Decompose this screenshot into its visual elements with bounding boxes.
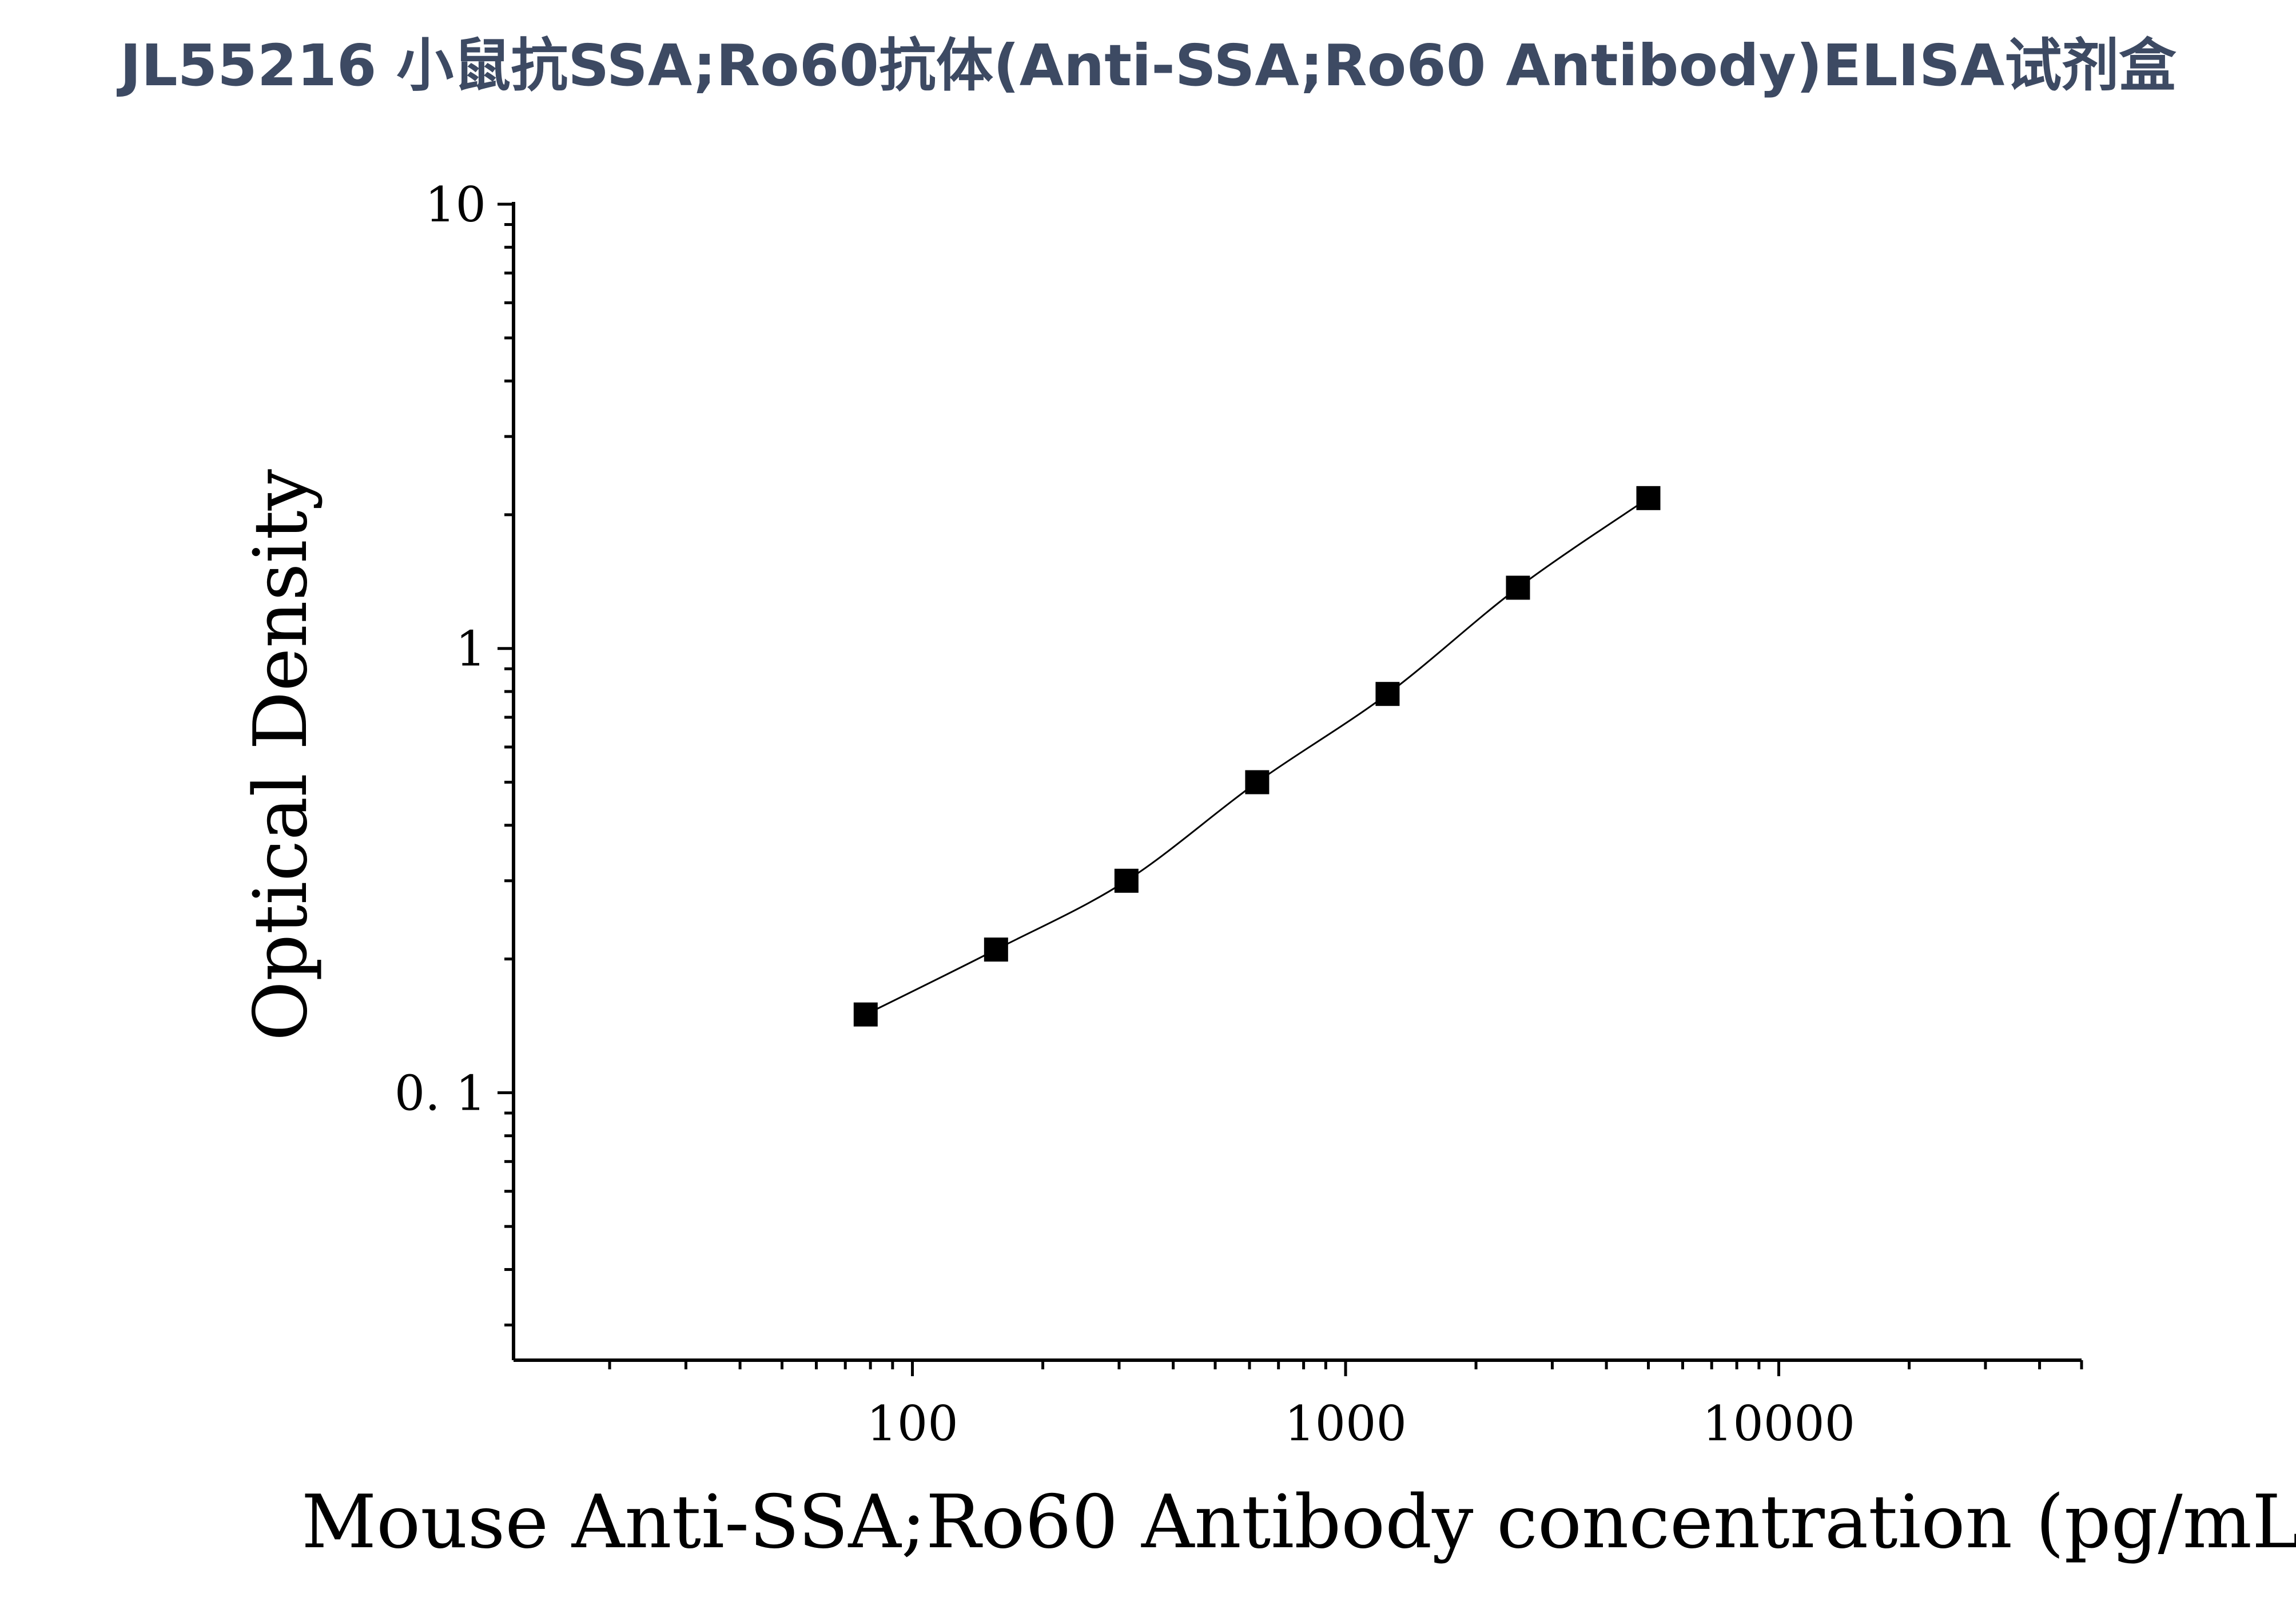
page-title: JL55216 小鼠抗SSA;Ro60抗体(Anti-SSA;Ro60 Anti… xyxy=(120,32,2176,99)
data-point xyxy=(1245,770,1270,794)
data-point xyxy=(853,1002,878,1027)
x-axis-title: Mouse Anti-SSA;Ro60 Antibody concentrati… xyxy=(301,1480,2296,1565)
data-point xyxy=(1636,486,1661,510)
y-tick-label: 10 xyxy=(425,177,486,233)
y-axis-title: Optical Density xyxy=(238,469,324,1041)
fit-curve-layer xyxy=(865,497,1649,1015)
fit-curve xyxy=(865,497,1649,1015)
data-point xyxy=(1506,575,1530,600)
data-point xyxy=(1114,868,1139,893)
data-point xyxy=(984,937,1008,962)
y-tick-label: 1 xyxy=(456,621,486,677)
data-points xyxy=(853,486,1661,1027)
x-tick-label: 100 xyxy=(866,1396,958,1452)
x-tick-label: 1000 xyxy=(1284,1396,1407,1452)
data-point xyxy=(1375,682,1400,706)
y-tick-label: 0. 1 xyxy=(395,1065,486,1121)
axes: 0. 1 1 10 100 1000 10000 xyxy=(395,177,2083,1452)
x-tick-label: 10000 xyxy=(1702,1396,1855,1452)
